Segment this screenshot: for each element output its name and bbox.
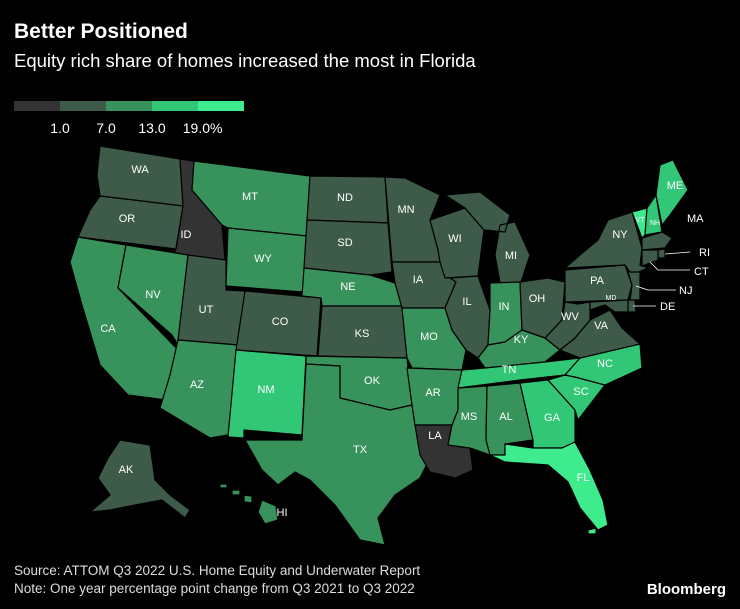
state-md: [589, 299, 629, 313]
label-la: LA: [428, 430, 442, 442]
state-ak: [89, 439, 191, 519]
label-ri: RI: [699, 247, 710, 259]
label-nj: NJ: [679, 285, 692, 297]
label-id: ID: [181, 229, 192, 241]
legend-swatch-4: [152, 101, 198, 111]
label-ct: CT: [694, 266, 709, 278]
legend-swatch-1: [14, 101, 60, 111]
source-note: Source: ATTOM Q3 2022 U.S. Home Equity a…: [14, 563, 421, 578]
chart-subtitle: Equity rich share of homes increased the…: [14, 50, 476, 71]
legend-labels: 1.0 7.0 13.0 19.0%: [14, 120, 244, 138]
label-ms: MS: [461, 411, 478, 423]
state-nv: [117, 244, 189, 346]
footer-notes: Source: ATTOM Q3 2022 U.S. Home Equity a…: [14, 562, 420, 598]
label-nd: ND: [337, 192, 353, 204]
label-al: AL: [499, 411, 512, 423]
legend-tick-3: 13.0: [138, 120, 166, 136]
state-ri: [657, 248, 666, 259]
chart-title: Better Positioned: [14, 20, 188, 43]
legend-tick-1: 1.0: [50, 120, 70, 136]
label-ut: UT: [199, 304, 214, 316]
label-il: IL: [462, 296, 471, 308]
label-mi: MI: [505, 250, 517, 262]
label-co: CO: [272, 316, 289, 328]
state-ct: [641, 249, 659, 267]
state-or: [77, 195, 184, 250]
legend-tick-4: 19.0%: [182, 120, 223, 136]
label-ak: AK: [119, 464, 134, 476]
state-fl: [489, 441, 609, 531]
leader-ct: [649, 261, 690, 271]
label-wv: WV: [561, 311, 579, 323]
label-vt: VT: [636, 217, 646, 224]
leader-ri: [664, 251, 691, 255]
label-me: ME: [667, 180, 684, 192]
label-nh: NH: [650, 220, 660, 227]
label-wi: WI: [448, 233, 461, 245]
method-note: Note: One year percentage point change f…: [14, 581, 415, 596]
legend-swatch-2: [60, 101, 106, 111]
legend-color-bar: [14, 101, 244, 111]
legend: 1.0 7.0 13.0 19.0%: [14, 101, 244, 138]
label-ma: MA: [687, 213, 704, 225]
label-ar: AR: [425, 387, 440, 399]
state-il: [444, 275, 491, 359]
label-wy: WY: [254, 253, 272, 265]
label-de: DE: [660, 301, 675, 313]
state-ma: [641, 231, 673, 251]
label-mt: MT: [242, 191, 258, 203]
label-tn: TN: [502, 364, 517, 376]
label-ga: GA: [544, 412, 561, 424]
label-nm: NM: [257, 384, 274, 396]
label-ca: CA: [100, 323, 116, 335]
label-hi: HI: [277, 507, 288, 519]
legend-swatch-5: [198, 101, 244, 111]
label-va: VA: [594, 320, 609, 332]
label-nc: NC: [597, 358, 613, 370]
state-sd: [303, 219, 393, 276]
label-sc: SC: [573, 386, 588, 398]
label-fl: FL: [577, 472, 590, 484]
bloomberg-logo: Bloomberg: [646, 581, 726, 598]
label-ky: KY: [514, 334, 529, 346]
label-nv: NV: [145, 289, 161, 301]
leader-nj: [635, 285, 676, 291]
label-in: IN: [499, 301, 510, 313]
label-ks: KS: [355, 328, 370, 340]
label-wa: WA: [131, 164, 149, 176]
state-me: [655, 159, 689, 226]
legend-swatch-3: [106, 101, 152, 111]
label-ok: OK: [364, 375, 381, 387]
label-oh: OH: [529, 293, 546, 305]
label-ne: NE: [340, 281, 355, 293]
legend-tick-2: 7.0: [96, 120, 116, 136]
label-mn: MN: [397, 204, 414, 216]
state-hi: [219, 483, 279, 525]
label-ia: IA: [413, 274, 424, 286]
florida-keys: [587, 527, 597, 535]
label-tx: TX: [353, 444, 368, 456]
label-pa: PA: [590, 275, 605, 287]
label-md: MD: [606, 295, 617, 302]
state-tx: [244, 363, 431, 546]
label-az: AZ: [190, 379, 204, 391]
label-ny: NY: [612, 229, 628, 241]
label-sd: SD: [337, 237, 352, 249]
label-mo: MO: [420, 331, 438, 343]
label-or: OR: [119, 213, 136, 225]
